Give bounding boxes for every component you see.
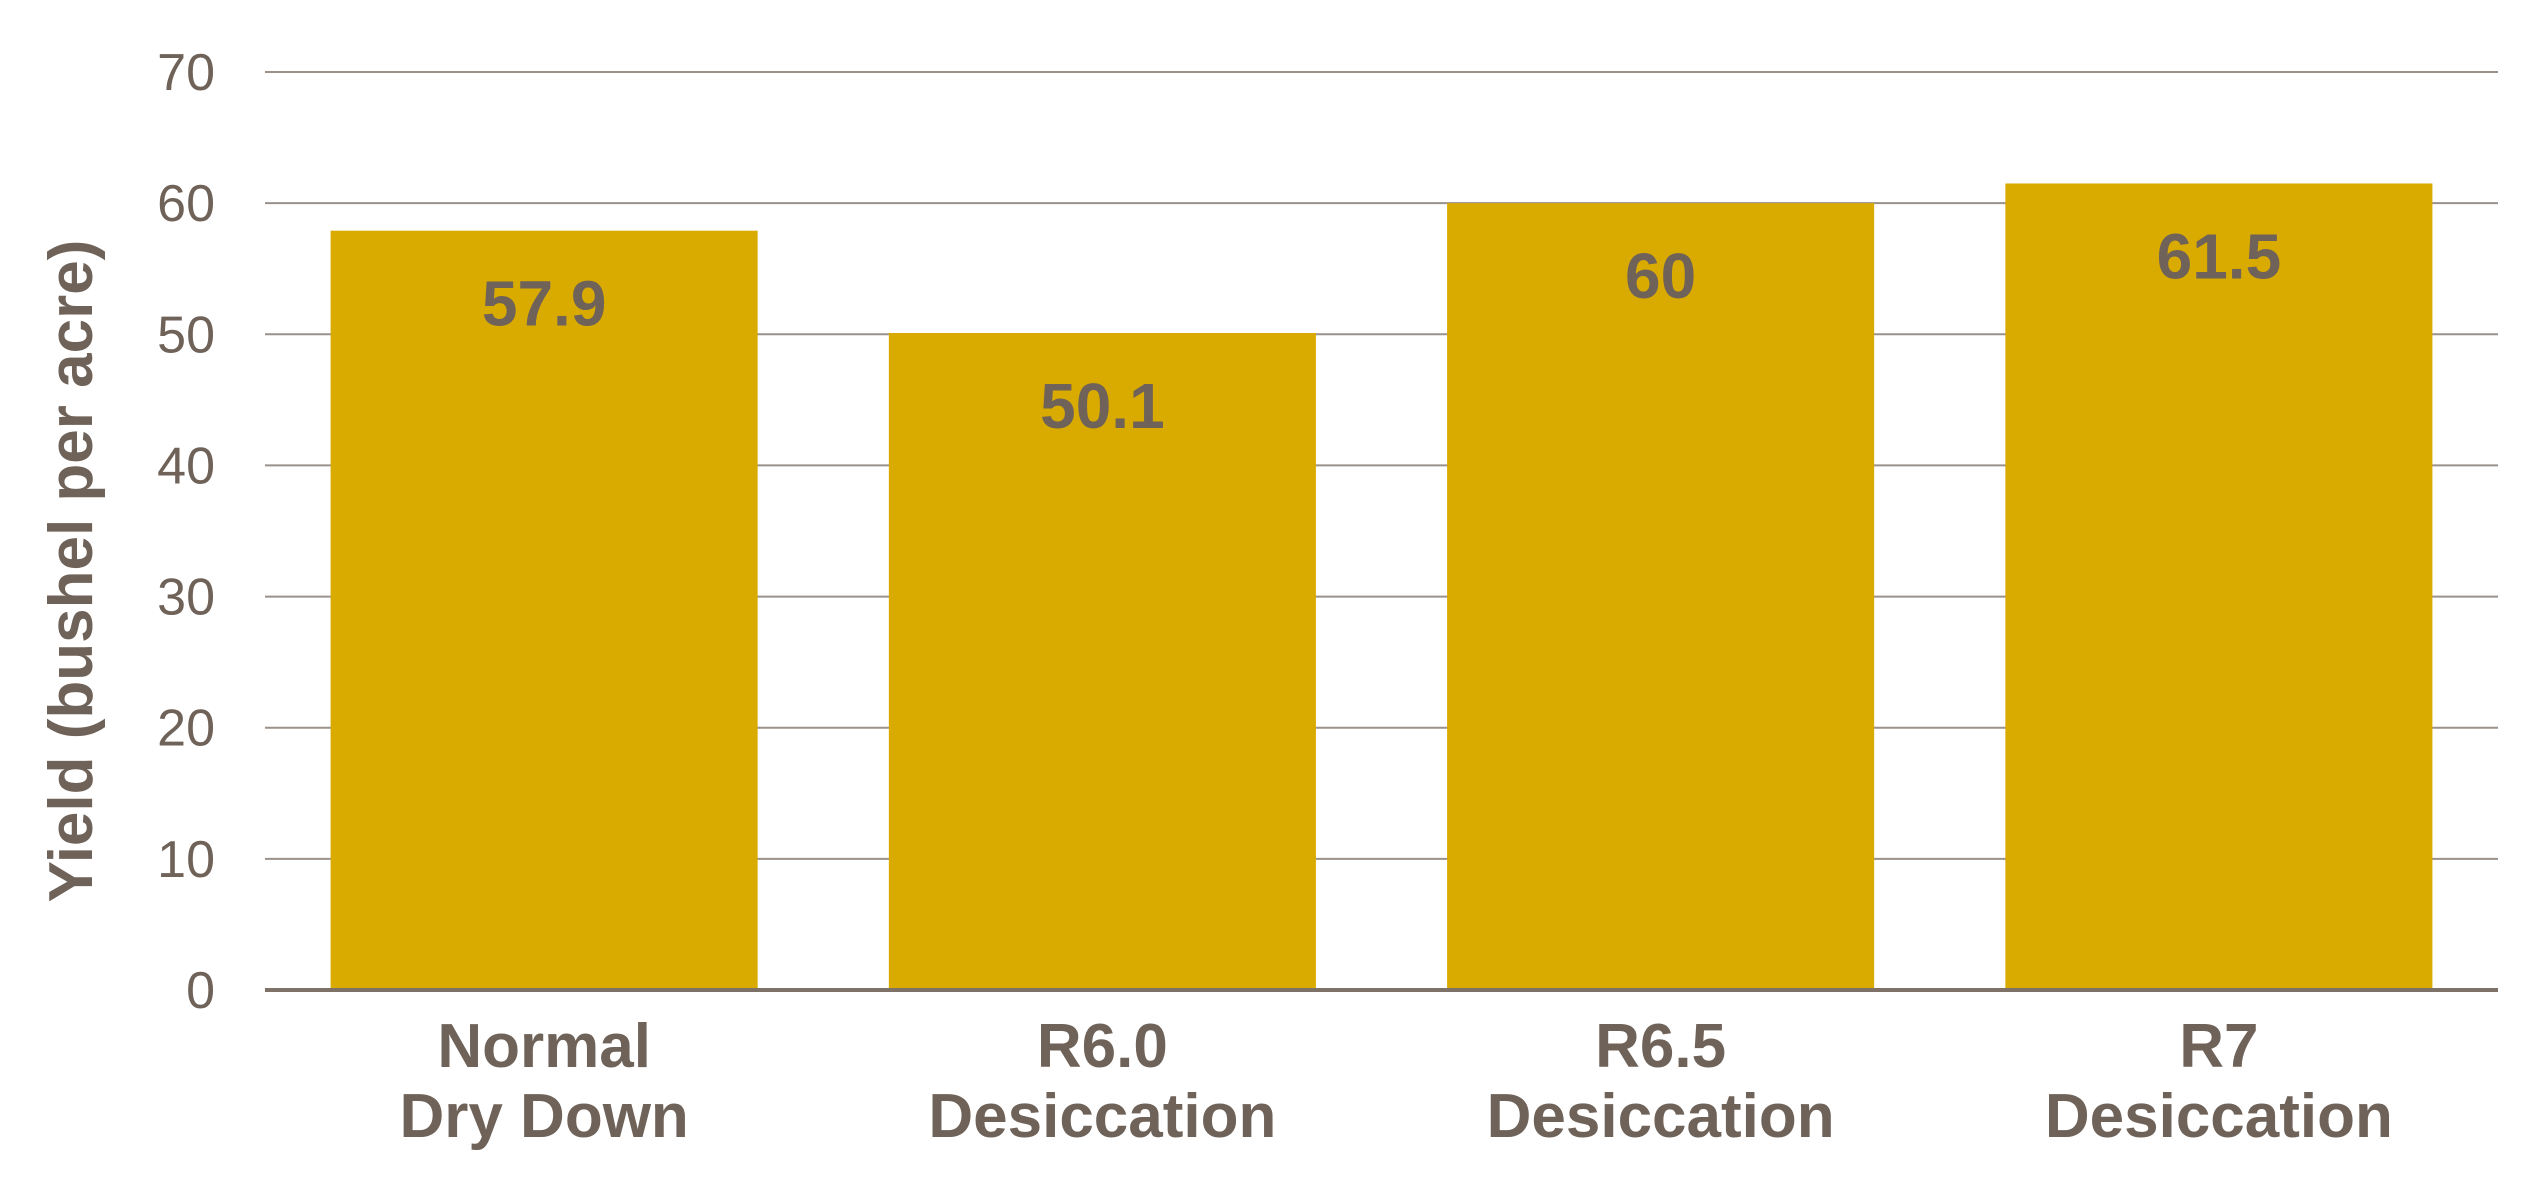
bar (2005, 183, 2433, 990)
data-labels: 57.9 50.1 60 61.5 (482, 220, 2281, 442)
x-category-label: Desiccation (2045, 1082, 2393, 1151)
x-category-label: Normal (437, 1012, 651, 1081)
bar (330, 230, 758, 990)
y-tick-label: 70 (157, 44, 215, 102)
y-tick-label: 0 (186, 962, 215, 1020)
y-tick-label: 20 (157, 700, 215, 758)
y-tick-labels: 0 10 20 30 40 50 60 70 (157, 44, 215, 1020)
x-category-label: Desiccation (928, 1082, 1276, 1151)
y-tick-label: 50 (157, 306, 215, 364)
x-category-label: Desiccation (1487, 1082, 1835, 1151)
data-label: 50.1 (1040, 370, 1165, 442)
y-tick-label: 60 (157, 175, 215, 233)
bar (1447, 203, 1875, 991)
data-label: 57.9 (482, 268, 607, 340)
y-tick-label: 10 (157, 831, 215, 889)
bars (330, 183, 2433, 991)
x-category-label: Dry Down (399, 1082, 688, 1151)
x-category-label: R6.5 (1595, 1012, 1726, 1081)
x-category-label: R6.0 (1037, 1012, 1168, 1081)
y-tick-label: 30 (157, 569, 215, 627)
y-axis-title: Yield (bushel per acre) (37, 240, 106, 903)
x-category-label: R7 (2179, 1012, 2258, 1081)
data-label: 61.5 (2157, 220, 2282, 292)
y-tick-label: 40 (157, 437, 215, 495)
bar (888, 332, 1316, 991)
data-label: 60 (1625, 240, 1696, 312)
